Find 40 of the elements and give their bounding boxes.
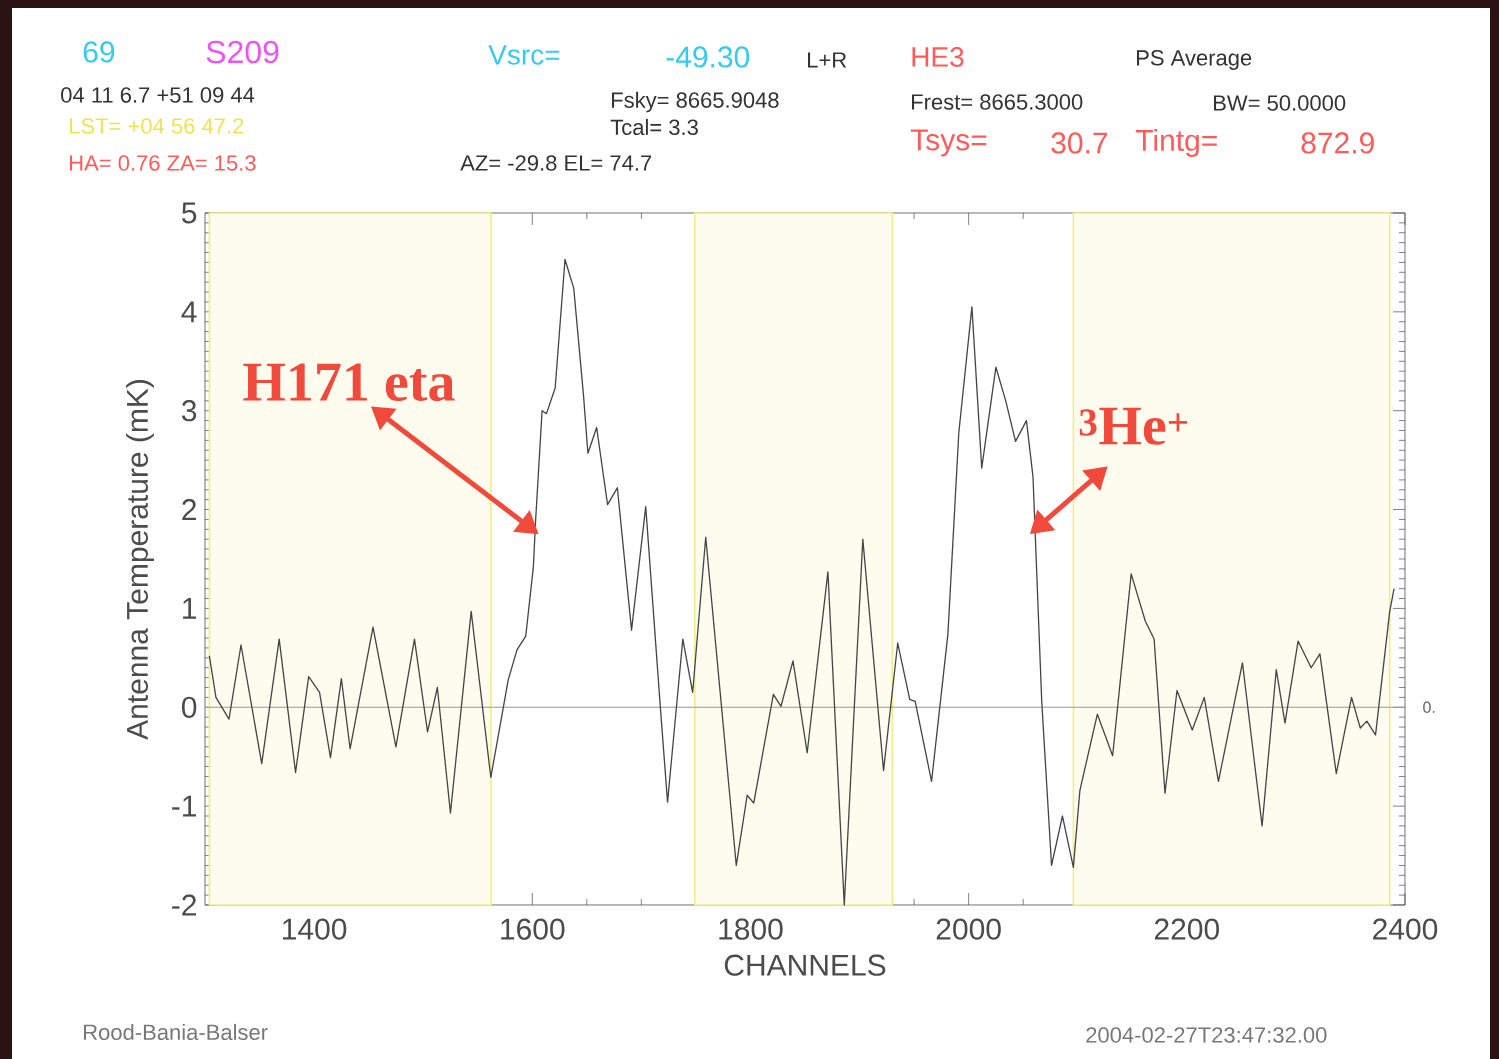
text: BW= 50.0000 [1214, 95, 1346, 111]
y-tick-label: 1 [183, 598, 197, 619]
text: -49.30 [666, 46, 750, 68]
text: 2004-02-27T23:47:32.00 [1086, 1027, 1327, 1043]
text: Fsky= 8665.9048 [612, 91, 779, 113]
annotation: H171 eta [243, 363, 455, 402]
y-axis-title: Antenna Temperature (mK) [125, 380, 154, 740]
text: Rood-Bania-Balser [84, 1023, 268, 1041]
text: LST= +04 56 47.2 [70, 118, 244, 134]
x-tick-label: 1800 [719, 918, 783, 940]
text: L+R [808, 52, 847, 68]
text: AZ= -29.8 EL= 74.7 [460, 155, 652, 171]
text: Tsys= [910, 129, 987, 157]
y-tick-label: 5 [182, 202, 197, 224]
y-tick-label: 3 [181, 400, 197, 422]
y-tick-label: 2 [182, 499, 196, 521]
text: Frest= 8665.3000 [912, 94, 1083, 110]
y-tick-label: -1 [172, 795, 197, 817]
ref-line-label: 0. [1423, 701, 1435, 713]
text: 872.9 [1301, 132, 1374, 154]
x-axis-title: CHANNELS [724, 954, 886, 976]
text: PS Average [1137, 50, 1252, 70]
x-tick-label: 1600 [501, 918, 565, 940]
annotation: $^{3}$He$^{+}$ [1079, 407, 1188, 445]
text: Tintg= [1135, 129, 1217, 157]
text: Vsrc= [488, 45, 560, 65]
text: HA= 0.76 ZA= 15.3 [70, 155, 256, 171]
text: HE3 [912, 47, 964, 67]
x-tick-label: 2200 [1154, 918, 1219, 940]
x-tick-label: 1400 [283, 918, 347, 940]
y-tick-label: -2 [172, 894, 196, 916]
text: 04 11 6.7 +51 09 44 [61, 87, 255, 103]
y-tick-label: 4 [181, 301, 197, 323]
text: 30.7 [1051, 132, 1108, 154]
y-tick-label: 0 [181, 696, 197, 718]
text: Tcal= 3.3 [610, 118, 698, 136]
text: 69 [83, 41, 115, 63]
x-tick-label: 2400 [1373, 918, 1438, 940]
x-tick-label: 2000 [936, 918, 1001, 940]
text: S209 [206, 40, 279, 64]
